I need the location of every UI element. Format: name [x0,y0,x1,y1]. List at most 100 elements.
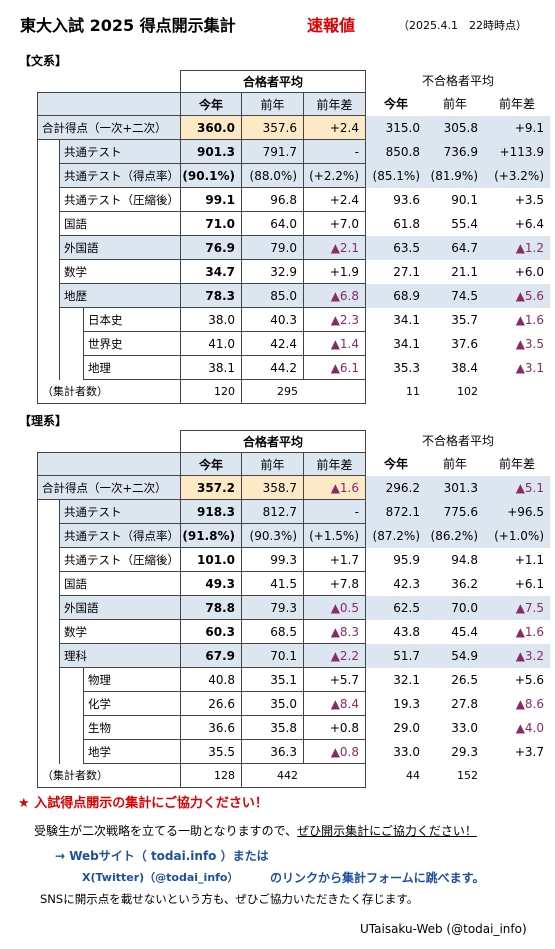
cell-fp: 90.1 [451,193,478,207]
row-indent [59,308,83,332]
row-label: 国語 [59,572,180,596]
col-prev-year-fail: 前年 [442,457,467,471]
row-indent [37,212,59,236]
cell-pd: +2.4 [304,116,366,140]
cell-p: 38.1 [180,356,242,380]
fail-avg-header: 不合格者平均 [421,74,494,88]
cell-fp: 70.0 [426,596,484,620]
page-header: 東大入試 2025 得点開示集計 速報値 （2025.4.1 22時時点） [0,0,555,36]
cell-p: 99.1 [180,188,242,212]
cell-f: 296.2 [366,476,426,500]
cell-pd: +1.7 [304,548,366,572]
count-fp: 102 [457,385,478,398]
cell-pp: 40.3 [242,308,304,332]
cell-pp: 42.4 [242,332,304,356]
cell-fp: 35.7 [451,313,478,327]
cell-f: 33.0 [393,745,420,759]
cell-pp: 85.0 [242,284,304,308]
timestamp: （2025.4.1 22時時点） [398,19,527,32]
cell-fp: 26.5 [451,673,478,687]
col-prev-year-fail: 前年 [442,97,467,111]
row-label: 理科 [59,644,180,668]
col-this-year-fail: 今年 [383,97,408,111]
cell-pp: 36.3 [242,740,304,764]
cell-fd: ▲5.6 [484,284,550,308]
cell-f: 42.3 [393,577,420,591]
row-indent [37,332,83,356]
cell-pp: 79.3 [242,596,304,620]
cell-pd: ▲1.6 [304,476,366,500]
col-this-year: 今年 [180,92,242,116]
cell-pp: 35.8 [242,716,304,740]
row-indent [37,164,59,188]
footer-headline: ★ 入試得点開示の集計にご協力ください！ [18,792,268,811]
pass-avg-header: 合格者平均 [180,430,366,452]
row-label: 共通テスト（得点率） [59,164,180,188]
cell-fd: +3.7 [514,745,544,759]
cell-fp: 29.3 [451,745,478,759]
footer-line1-a: 受験生が二次戦略を立てる一助となりますので、 [34,824,298,838]
cell-fp: 736.9 [426,140,484,164]
cell-pd: ▲8.3 [304,620,366,644]
cell-fd: (+3.2%) [484,164,550,188]
row-indent [37,188,59,212]
col-diff: 前年差 [304,92,366,116]
cell-p: 918.3 [180,500,242,524]
form-link-note: のリンクから集計フォームに跳べます。 [270,871,485,885]
cell-pp: 358.7 [242,476,304,500]
pass-avg-header: 合格者平均 [180,70,366,92]
cell-pd: ▲0.5 [304,596,366,620]
col-diff-fail: 前年差 [498,97,535,111]
row-indent [37,572,59,596]
count-label: （集計者数） [37,380,180,404]
cell-fp: 54.9 [426,644,484,668]
cell-p: 36.6 [180,716,242,740]
cell-f: 315.0 [366,116,426,140]
cell-p: 38.0 [180,308,242,332]
cell-pd: +7.0 [304,212,366,236]
col-this-year: 今年 [180,452,242,476]
website-link[interactable]: → Webサイト（ todai.info ）または [55,849,269,863]
cell-pd: +2.4 [304,188,366,212]
cell-fp: (81.9%) [426,164,484,188]
cell-p: 71.0 [180,212,242,236]
row-label: 合計得点（一次+二次） [37,476,180,500]
header-blank [37,452,180,476]
cell-pp: 96.8 [242,188,304,212]
cell-fd: +96.5 [484,500,550,524]
cell-fp: 64.7 [426,236,484,260]
cell-pd: ▲6.1 [304,356,366,380]
row-label: 数学 [59,260,180,284]
cell-fd: +9.1 [484,116,550,140]
cell-fp: 33.0 [451,721,478,735]
cell-fp: 27.8 [451,697,478,711]
cell-fd: ▲7.5 [484,596,550,620]
cell-f: 35.3 [393,361,420,375]
cell-pd: +0.8 [304,716,366,740]
count-pp: 295 [242,380,304,404]
cell-pd: ▲2.2 [304,644,366,668]
row-indent [37,692,83,716]
cell-fp: 775.6 [426,500,484,524]
cell-fd: ▲1.6 [515,313,544,327]
x-twitter-link[interactable]: X(Twitter)（@todai_info） [82,871,239,884]
cell-pd: ▲2.3 [304,308,366,332]
row-label: 地歴 [59,284,180,308]
cell-fd: ▲5.1 [484,476,550,500]
cell-fd: +6.1 [514,577,544,591]
cell-fd: +6.4 [514,217,544,231]
row-indent [37,740,83,764]
row-indent [59,716,83,740]
cell-pd: ▲2.1 [304,236,366,260]
cell-pp: 41.5 [242,572,304,596]
row-indent [37,308,83,332]
footer-line1-b: ぜひ開示集計にご協力ください！ [297,824,477,838]
footer-headline-text: 入試得点開示の集計にご協力ください！ [34,796,268,811]
row-label: 物理 [83,668,180,692]
cell-p: 35.5 [180,740,242,764]
count-f: 44 [406,769,420,782]
cell-fd: ▲1.2 [484,236,550,260]
row-label: 数学 [59,620,180,644]
row-label: 化学 [83,692,180,716]
cell-f: 850.8 [366,140,426,164]
